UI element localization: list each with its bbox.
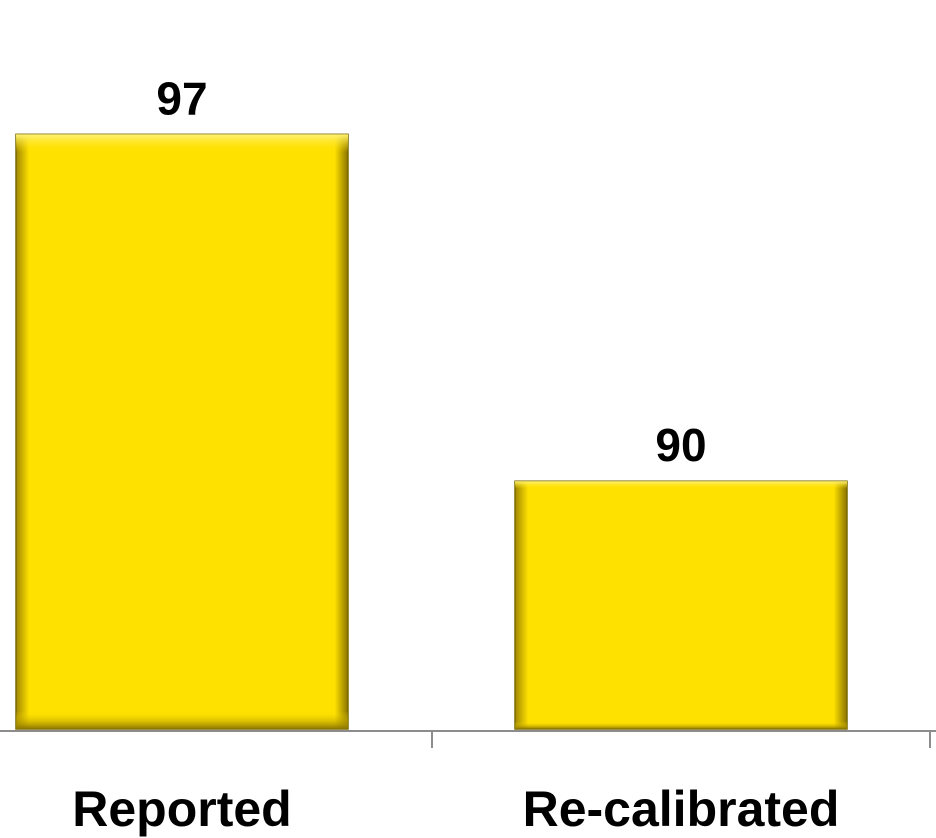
bars-group (15, 133, 848, 730)
x-axis (0, 730, 936, 748)
category-label: Reported (72, 781, 291, 837)
category-label: Re-calibrated (523, 781, 840, 837)
bar-bevel-shade (515, 481, 847, 729)
bar-bevel-shade (16, 134, 348, 730)
data-label: 97 (156, 72, 207, 124)
data-label: 90 (655, 419, 706, 471)
labels-group: 97 Reported 90 Re-calibrated (72, 72, 839, 837)
